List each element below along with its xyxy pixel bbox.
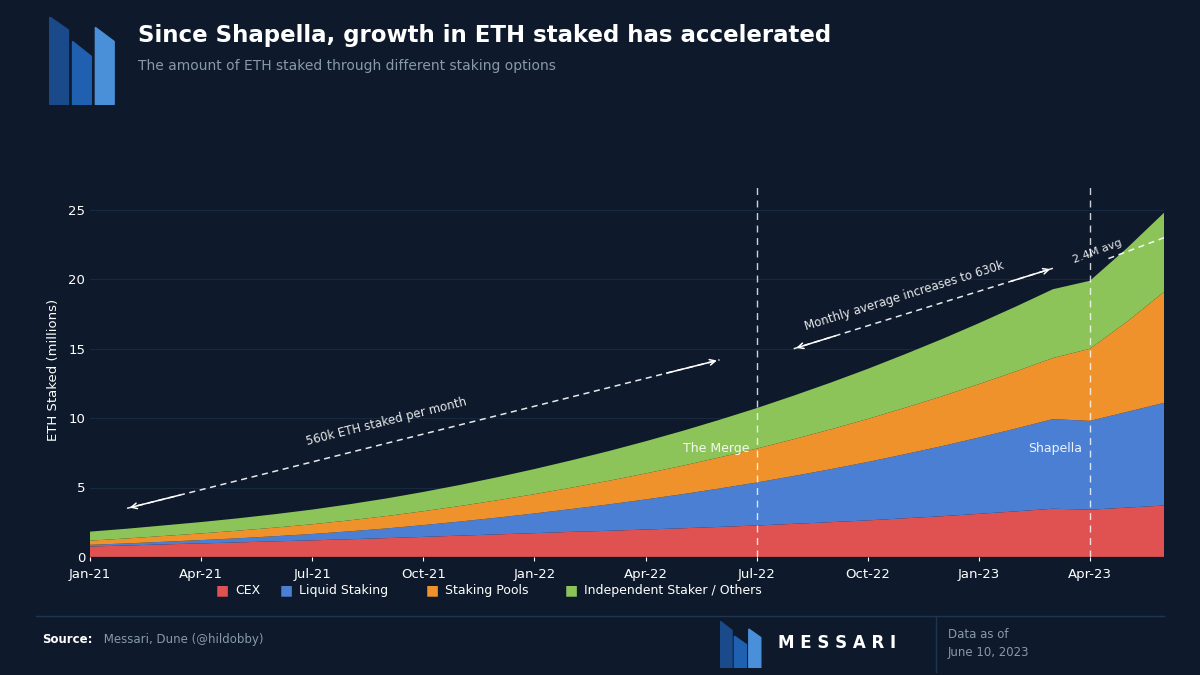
Text: ■: ■: [216, 584, 229, 597]
Text: Since Shapella, growth in ETH staked has accelerated: Since Shapella, growth in ETH staked has…: [138, 24, 832, 47]
Text: CEX: CEX: [235, 584, 260, 597]
Polygon shape: [720, 621, 732, 668]
Text: Messari, Dune (@hildobby): Messari, Dune (@hildobby): [100, 633, 263, 647]
Polygon shape: [734, 636, 746, 668]
Polygon shape: [749, 629, 761, 668]
Text: ■: ■: [426, 584, 439, 597]
Text: The Merge: The Merge: [683, 442, 749, 455]
Text: M E S S A R I: M E S S A R I: [778, 634, 895, 651]
Text: Shapella: Shapella: [1028, 442, 1082, 455]
Text: Data as of: Data as of: [948, 628, 1008, 641]
Text: ■: ■: [280, 584, 293, 597]
Text: Staking Pools: Staking Pools: [445, 584, 529, 597]
Text: Source:: Source:: [42, 633, 92, 647]
Text: ■: ■: [565, 584, 578, 597]
Polygon shape: [72, 41, 91, 105]
Text: 2.4M avg: 2.4M avg: [1072, 238, 1123, 265]
Text: The amount of ETH staked through different staking options: The amount of ETH staked through differe…: [138, 59, 556, 74]
Polygon shape: [49, 17, 68, 105]
Text: 560k ETH staked per month: 560k ETH staked per month: [305, 396, 468, 448]
Text: Liquid Staking: Liquid Staking: [299, 584, 388, 597]
Text: Monthly average increases to 630k: Monthly average increases to 630k: [804, 259, 1006, 333]
Y-axis label: ETH Staked (millions): ETH Staked (millions): [47, 298, 60, 441]
Text: Independent Staker / Others: Independent Staker / Others: [584, 584, 762, 597]
Polygon shape: [95, 28, 114, 105]
Text: June 10, 2023: June 10, 2023: [948, 646, 1030, 659]
